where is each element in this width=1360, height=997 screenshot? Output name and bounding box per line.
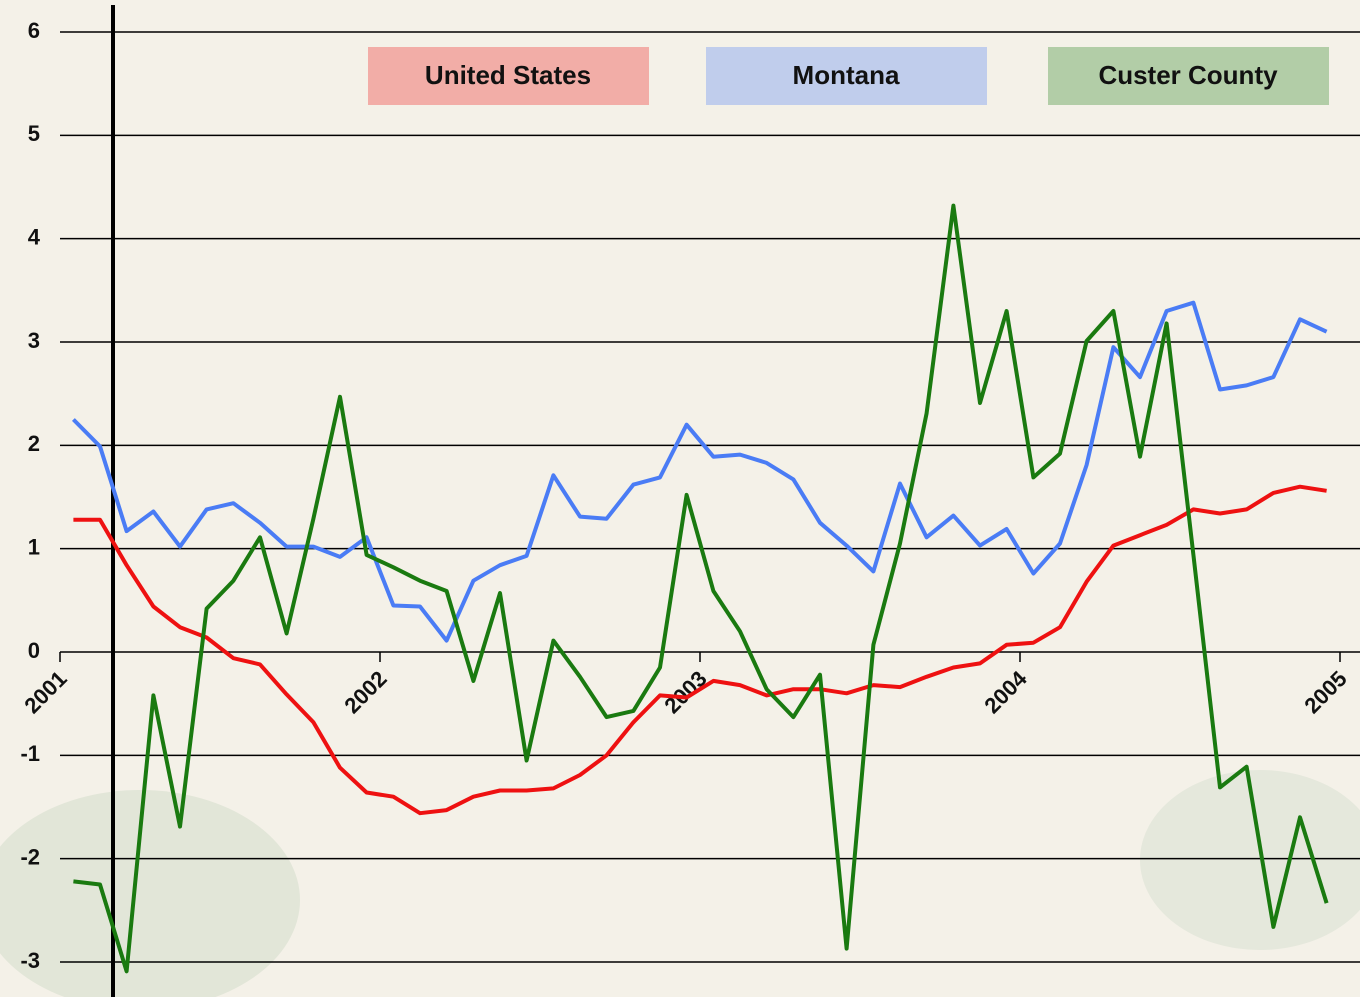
legend-label: United States <box>425 60 591 90</box>
y-tick-label: 3 <box>28 328 40 353</box>
y-tick-label: -3 <box>20 948 40 973</box>
legend-item: Montana <box>706 47 987 105</box>
legend-label: Montana <box>793 60 900 90</box>
y-tick-label: 0 <box>28 638 40 663</box>
y-tick-label: 4 <box>28 224 41 249</box>
chart: -3-2-1012345620012002200320042005United … <box>0 0 1360 997</box>
legend-label: Custer County <box>1098 60 1278 90</box>
y-tick-label: 2 <box>28 431 40 456</box>
y-tick-label: 1 <box>28 534 40 559</box>
page: -3-2-1012345620012002200320042005United … <box>0 0 1360 997</box>
y-tick-label: -1 <box>20 741 40 766</box>
y-tick-label: -2 <box>20 844 40 869</box>
y-tick-label: 6 <box>28 18 40 43</box>
legend-item: Custer County <box>1048 47 1329 105</box>
legend-item: United States <box>368 47 649 105</box>
y-tick-label: 5 <box>28 121 40 146</box>
